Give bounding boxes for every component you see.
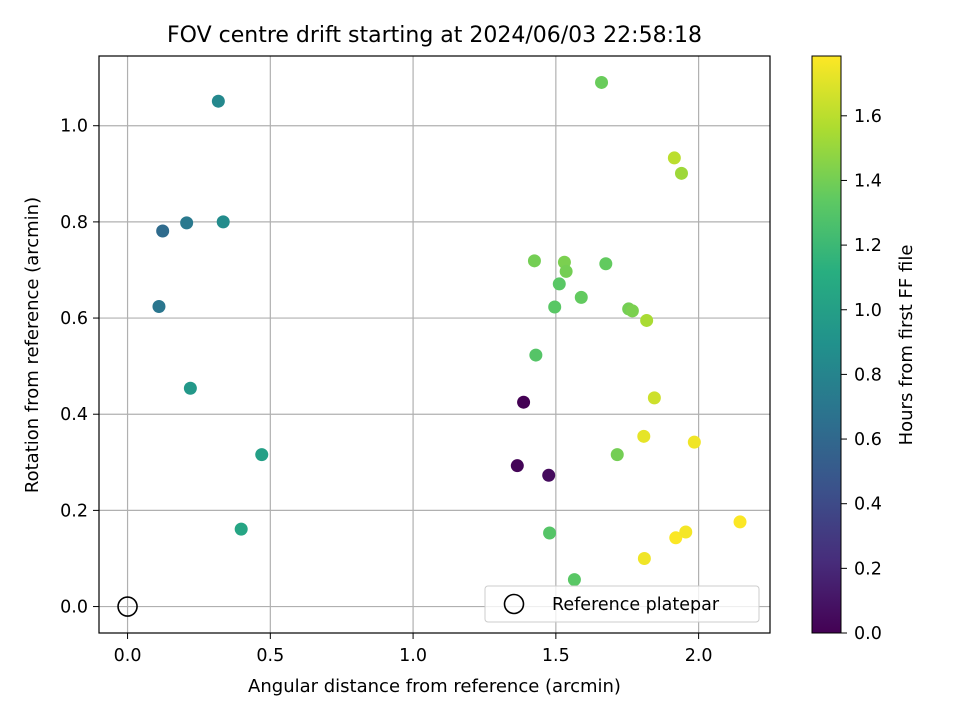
data-point [647,391,661,405]
colorbar-tick-label: 0.2 [854,559,882,579]
data-point [527,254,541,268]
legend: Reference platepar [484,585,760,623]
reference-platepar-marker [117,596,138,617]
colorbar-tick-label: 0.8 [854,365,882,385]
data-point [543,526,557,540]
colorbar-gradient [811,55,842,634]
data-point [625,304,639,318]
y-tick-label: 0.4 [60,405,88,425]
data-point [667,151,681,165]
data-point [234,522,248,536]
data-point [610,448,624,462]
data-point [669,531,683,545]
x-tick-label: 1.0 [399,646,427,666]
x-axis-ticks: 0.0 0.5 1.0 1.5 2.0 [114,633,713,666]
data-point [679,525,693,539]
data-point [640,313,654,327]
x-tick-label: 0.0 [114,646,142,666]
y-axis-ticks: 0.0 0.2 0.4 0.6 0.8 1.0 [60,117,99,618]
data-point [510,459,524,473]
y-tick-label: 0.6 [60,309,88,329]
data-points [152,75,747,587]
y-axis-label: Rotation from reference (arcmin) [22,197,43,493]
data-point [211,94,225,108]
data-point [180,216,194,230]
reference-marker-group [117,596,138,617]
data-point [559,264,573,278]
data-point [156,224,170,238]
data-point [674,166,688,180]
data-point [542,468,556,482]
y-tick-label: 0.0 [60,598,88,618]
grid-lines [99,56,770,633]
colorbar: 0.0 0.2 0.4 0.6 0.8 1.0 1.2 1.4 1.6 Hours from f… [811,55,917,644]
colorbar-label: Hours from first FF file [896,245,917,446]
legend-label: Reference platepar [552,595,720,615]
data-point [687,435,701,449]
colorbar-tick-label: 1.4 [854,171,882,191]
data-point [548,300,562,314]
x-axis-label: Angular distance from reference (arcmin) [248,676,621,697]
data-point [637,429,651,443]
data-point [552,277,566,291]
colorbar-tick-label: 1.2 [854,236,882,256]
chart-title: FOV centre drift starting at 2024/06/03 … [167,23,702,48]
legend-marker-icon [503,593,525,615]
x-tick-label: 0.5 [256,646,284,666]
colorbar-tick-label: 0.6 [854,430,882,450]
data-point [733,515,747,529]
data-point [599,257,613,271]
colorbar-tick-label: 1.0 [854,301,882,321]
x-tick-label: 1.5 [542,646,570,666]
y-tick-label: 0.8 [60,213,88,233]
data-point [529,348,543,362]
colorbar-ticks: 0.0 0.2 0.4 0.6 0.8 1.0 1.2 1.4 1.6 [841,107,882,644]
data-point [517,395,531,409]
data-point [255,448,269,462]
colorbar-tick-label: 1.6 [854,107,882,127]
data-point [574,290,588,304]
data-point [216,215,230,229]
data-point [637,551,651,565]
colorbar-tick-label: 0.0 [854,624,882,644]
plot-frame [98,55,771,634]
y-tick-label: 1.0 [60,117,88,137]
data-point [567,573,581,587]
y-tick-label: 0.2 [60,501,88,521]
colorbar-tick-label: 0.4 [854,495,882,515]
x-tick-label: 2.0 [685,646,713,666]
data-point [183,381,197,395]
data-point [152,300,166,314]
legend-box [484,585,760,623]
data-point [595,75,609,89]
